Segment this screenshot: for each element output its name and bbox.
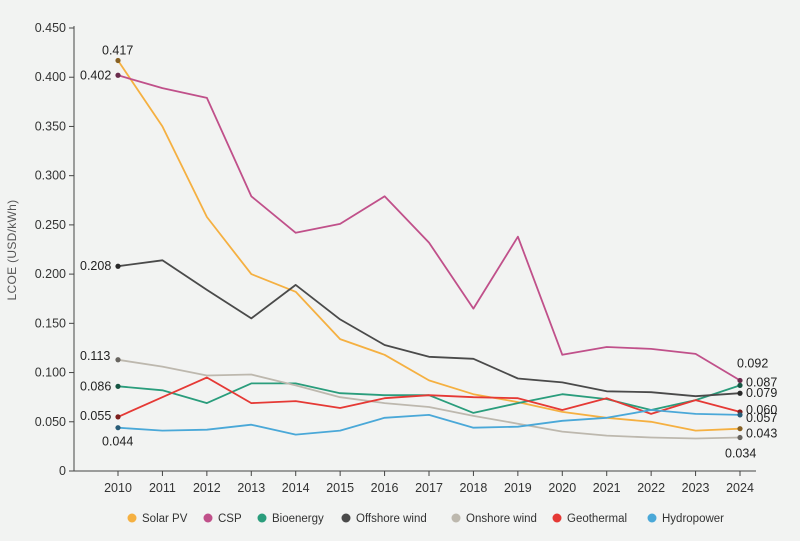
legend-swatch-bioenergy [257, 513, 267, 523]
legend-swatch-offshore-wind [341, 513, 351, 523]
onshore-wind-point-2010 [115, 357, 121, 363]
x-tick-label: 2011 [149, 481, 176, 495]
x-tick-label: 2024 [726, 481, 754, 495]
data-label-onshore-wind-2010: 0.113 [80, 349, 110, 363]
x-tick-label: 2012 [193, 481, 221, 495]
y-tick-label: 0.100 [35, 366, 66, 380]
legend-swatch-onshore-wind [451, 513, 461, 523]
legend-label-hydropower: Hydropower [662, 513, 724, 525]
y-tick-label: 0.400 [35, 70, 66, 84]
data-label-offshore-wind-2010: 0.208 [80, 259, 111, 273]
data-label-onshore-wind-2024: 0.034 [725, 447, 756, 461]
x-tick-label: 2017 [415, 481, 443, 495]
x-tick-label: 2019 [504, 481, 532, 495]
series-lines [117, 59, 741, 440]
x-tick-label: 2023 [682, 481, 710, 495]
legend-label-onshore-wind: Onshore wind [466, 513, 537, 525]
csp-point-2024 [737, 377, 743, 384]
y-tick-label: 0.200 [35, 267, 66, 281]
data-label-hydropower-2010: 0.044 [102, 435, 133, 449]
y-tick-label: 0 [59, 464, 66, 478]
data-label-csp-2010: 0.402 [80, 68, 111, 82]
axes [73, 26, 756, 472]
legend-label-solar-pv: Solar PV [142, 513, 188, 525]
data-label-bioenergy-2024: 0.087 [746, 375, 777, 389]
data-labels: 0.417 0.402 0.208 0.113 0.086 0.055 0.044 0.092… [80, 43, 777, 460]
bioenergy-point-2024 [737, 382, 743, 388]
legend-label-bioenergy: Bioenergy [272, 513, 324, 525]
y-tick-label: 0.450 [35, 21, 66, 35]
geothermal-line [117, 376, 741, 418]
data-label-geothermal-2024: 0.060 [746, 403, 777, 417]
data-label-bioenergy-2010: 0.086 [80, 379, 111, 393]
data-label-hydropower-2024: 0.057 [746, 411, 777, 425]
onshore-wind-point-2024 [737, 434, 743, 441]
y-tick-label: 0.350 [35, 119, 66, 133]
x-tick-label: 2015 [326, 481, 354, 495]
csp-point-2010 [115, 72, 121, 78]
legend-label-geothermal: Geothermal [567, 513, 627, 525]
y-tick-label: 0.300 [35, 169, 66, 183]
legend-swatch-geothermal [552, 513, 562, 523]
solar-pv-line [117, 59, 741, 432]
x-tick-label: 2016 [371, 481, 399, 495]
x-tick-label: 2010 [104, 481, 132, 495]
legend-swatch-solar-pv [127, 513, 137, 523]
data-label-offshore-wind-2024: 0.079 [746, 386, 777, 400]
legend-swatch-csp [203, 513, 213, 523]
csp-line [117, 74, 741, 382]
offshore-wind-point-2024 [737, 390, 743, 396]
x-tick-label: 2022 [637, 481, 665, 495]
hydropower-line [117, 409, 741, 436]
bioenergy-point-2010 [115, 383, 121, 389]
legend: Solar PV CSP Bioenergy Offshore wind Onshore… [127, 513, 724, 525]
offshore-wind-point-2010 [115, 263, 121, 269]
legend-swatch-hydropower [647, 513, 657, 523]
solar-pv-point-2024 [737, 426, 743, 432]
data-label-solar-pv-2010: 0.417 [102, 43, 133, 57]
data-label-solar-pv-2024: 0.043 [746, 427, 777, 441]
hydropower-point-2010 [115, 425, 121, 431]
bioenergy-line [117, 382, 741, 414]
x-tick-label: 2021 [593, 481, 621, 495]
y-tick-labels: 0 0.050 0.100 0.150 0.200 0.250 0.300 0.350 0.40… [35, 21, 74, 478]
data-label-geothermal-2010: 0.055 [80, 409, 111, 423]
y-axis-title: LCOE (USD/kWh) [5, 200, 19, 301]
y-tick-label: 0.250 [35, 218, 66, 232]
geothermal-point-2010 [115, 414, 121, 420]
x-tick-label: 2020 [548, 481, 576, 495]
x-tick-label: 2013 [237, 481, 265, 495]
legend-label-offshore-wind: Offshore wind [356, 513, 427, 525]
legend-label-csp: CSP [218, 513, 242, 525]
data-label-csp-2024: 0.092 [737, 356, 768, 370]
x-tick-label: 2018 [460, 481, 488, 495]
offshore-wind-line [117, 259, 741, 398]
x-tick-labels: 2010 2011 2012 2013 2014 2015 2016 2017 2018 2019… [104, 471, 754, 495]
y-tick-label: 0.050 [35, 415, 66, 429]
onshore-wind-line [117, 358, 741, 440]
hydropower-point-2024 [737, 412, 743, 418]
x-tick-label: 2014 [282, 481, 310, 495]
solar-pv-point-2010 [115, 57, 121, 64]
y-tick-label: 0.150 [35, 316, 66, 330]
y-axis-title-group: LCOE (USD/kWh) [5, 200, 19, 301]
